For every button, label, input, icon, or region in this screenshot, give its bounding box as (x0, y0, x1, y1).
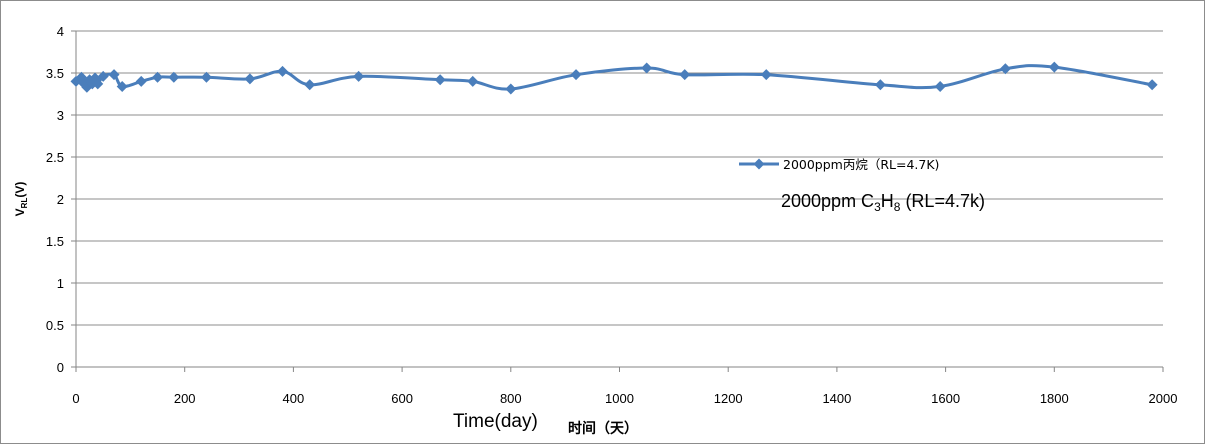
x-tick-label-0: 0 (72, 391, 79, 406)
data-point-0-20 (467, 75, 479, 87)
annotation-prefix: 2000ppm C (781, 191, 874, 211)
y-axis-label-subscript: RL (20, 198, 29, 209)
x-tick-label-2: 400 (283, 391, 305, 406)
data-point-0-24 (679, 69, 691, 81)
data-series (70, 61, 1158, 95)
x-axis-label-cn: 时间（天） (568, 420, 638, 437)
data-point-0-10 (116, 80, 128, 92)
legend-marker (753, 158, 765, 170)
data-point-0-29 (1048, 61, 1060, 73)
y-tick-label-6: 3 (57, 108, 64, 123)
x-tick-label-8: 1600 (931, 391, 960, 406)
legend: 2000ppm丙烷（RL=4.7K) (739, 157, 939, 172)
y-axis-label-unit: (V) (13, 182, 27, 198)
x-tick-label-4: 800 (500, 391, 522, 406)
legend-series-label: 2000ppm丙烷（RL=4.7K) (783, 157, 939, 172)
data-point-0-28 (999, 63, 1011, 75)
annotation-h: H (881, 191, 894, 211)
data-point-0-9 (108, 69, 120, 81)
data-point-0-13 (168, 71, 180, 83)
x-tick-label-10: 2000 (1149, 391, 1178, 406)
y-tick-label-4: 2 (57, 192, 64, 207)
data-point-0-14 (200, 71, 212, 83)
y-tick-label-5: 2.5 (46, 150, 64, 165)
y-tick-label-2: 1 (57, 276, 64, 291)
data-point-0-8 (97, 70, 109, 82)
annotation-subscript-3: 3 (874, 200, 881, 214)
y-tick-label-0: 0 (57, 360, 64, 375)
data-point-0-21 (505, 83, 517, 95)
x-tick-label-3: 600 (391, 391, 413, 406)
data-point-0-18 (353, 70, 365, 82)
data-point-0-17 (304, 79, 316, 91)
y-tick-label-7: 3.5 (46, 66, 64, 81)
data-point-0-23 (641, 62, 653, 74)
x-tick-label-9: 1800 (1040, 391, 1069, 406)
x-axis-label-en: Time(day) (453, 411, 538, 432)
axes: 0 0.5 1 1.5 2 2.5 3 3.5 4 0 200 400 600 800 1000 1200 14… (46, 24, 1178, 406)
annotation-text: 2000ppm C3H8 (RL=4.7k) (781, 191, 985, 214)
y-tick-label-8: 4 (57, 24, 64, 39)
data-point-0-30 (1146, 79, 1158, 91)
annotation-subscript-8: 8 (894, 200, 901, 214)
y-axis-label: VRL(V) (13, 182, 29, 217)
data-point-0-11 (135, 75, 147, 87)
x-tick-label-5: 1000 (605, 391, 634, 406)
data-point-0-7 (92, 78, 104, 90)
gridlines (76, 30, 1163, 368)
x-tick-label-7: 1400 (822, 391, 851, 406)
data-point-0-27 (934, 80, 946, 92)
data-point-0-22 (570, 69, 582, 81)
x-tick-label-6: 1200 (714, 391, 743, 406)
y-tick-label-3: 1.5 (46, 234, 64, 249)
y-tick-label-1: 0.5 (46, 318, 64, 333)
data-point-0-26 (874, 79, 886, 91)
data-point-0-19 (434, 74, 446, 86)
data-point-0-12 (152, 71, 164, 83)
x-tick-label-1: 200 (174, 391, 196, 406)
data-point-0-16 (277, 65, 289, 77)
data-point-0-25 (760, 69, 772, 81)
annotation-suffix: (RL=4.7k) (900, 191, 985, 211)
data-point-0-15 (244, 73, 256, 85)
y-axis-label-main: V (13, 208, 27, 216)
